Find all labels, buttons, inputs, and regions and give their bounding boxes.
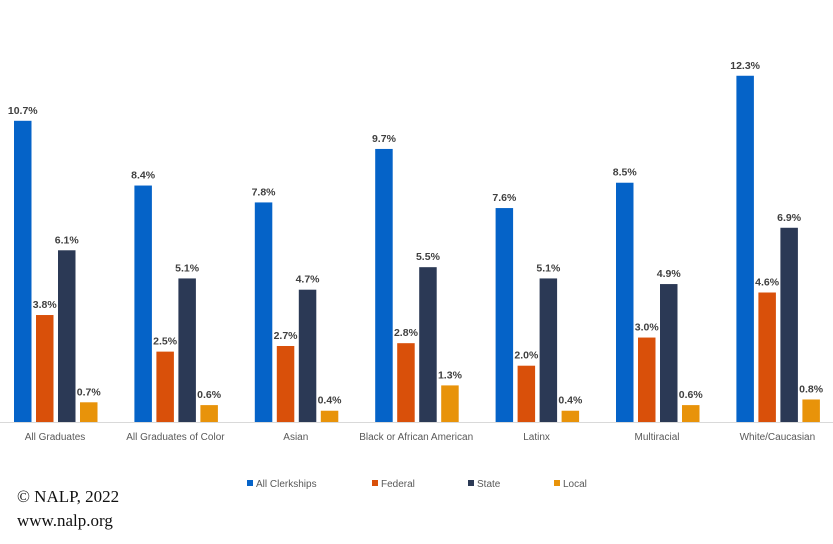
legend-label: Local bbox=[563, 479, 587, 490]
data-label: 2.0% bbox=[514, 350, 539, 362]
bar-federal bbox=[36, 315, 54, 422]
bar-state bbox=[58, 250, 76, 422]
data-label: 1.3% bbox=[438, 369, 463, 381]
data-label: 3.8% bbox=[33, 299, 58, 311]
bar-local bbox=[441, 385, 459, 422]
data-label: 6.1% bbox=[55, 234, 80, 246]
data-label: 5.1% bbox=[536, 262, 561, 274]
data-label: 8.4% bbox=[131, 170, 156, 182]
bar-federal bbox=[397, 343, 415, 422]
bar-state bbox=[660, 284, 678, 422]
bar-all-clerkships bbox=[14, 120, 32, 423]
bar-federal bbox=[156, 351, 174, 422]
data-label: 0.6% bbox=[679, 389, 704, 401]
bar-federal bbox=[758, 292, 776, 422]
data-label: 2.8% bbox=[394, 327, 419, 339]
bar-state bbox=[419, 267, 437, 422]
bar-federal bbox=[276, 345, 295, 422]
data-label: 7.8% bbox=[252, 186, 277, 198]
legend-swatch bbox=[372, 480, 378, 486]
legend-swatch bbox=[554, 480, 560, 486]
category-label: Latinx bbox=[523, 432, 550, 443]
data-label: 2.7% bbox=[274, 330, 299, 342]
data-label: 4.9% bbox=[657, 268, 682, 280]
bar-local bbox=[682, 405, 700, 422]
category-label: All Graduates of Color bbox=[126, 432, 225, 443]
data-label: 0.8% bbox=[799, 383, 824, 395]
legend-label: State bbox=[477, 479, 501, 490]
data-label: 3.0% bbox=[635, 322, 660, 334]
bar-all-clerkships bbox=[134, 185, 152, 422]
data-label: 5.5% bbox=[416, 251, 441, 263]
bar-local bbox=[802, 399, 820, 422]
bar-local bbox=[200, 405, 218, 422]
data-label: 4.6% bbox=[755, 277, 780, 289]
data-label: 8.5% bbox=[613, 167, 638, 179]
bar-all-clerkships bbox=[254, 202, 273, 422]
bar-federal bbox=[517, 365, 536, 422]
bar-state bbox=[178, 278, 196, 422]
copyright-text: © NALP, 2022 bbox=[17, 487, 120, 506]
data-label: 0.6% bbox=[197, 389, 222, 401]
bar-state bbox=[298, 289, 317, 422]
bar-all-clerkships bbox=[616, 182, 634, 422]
bar-state bbox=[539, 278, 558, 422]
category-label: Asian bbox=[283, 432, 308, 443]
bar-state bbox=[780, 227, 798, 422]
data-label: 5.1% bbox=[175, 262, 200, 274]
legend-swatch bbox=[247, 480, 253, 486]
data-label: 4.7% bbox=[296, 274, 321, 286]
bar-all-clerkships bbox=[736, 75, 754, 422]
bar-federal bbox=[638, 337, 656, 422]
legend-label: All Clerkships bbox=[256, 479, 317, 490]
legend-label: Federal bbox=[381, 479, 415, 490]
data-label: 7.6% bbox=[492, 192, 517, 204]
bar-local bbox=[561, 410, 580, 422]
category-label: Black or African American bbox=[359, 432, 473, 443]
data-label: 2.5% bbox=[153, 336, 178, 348]
category-label: White/Caucasian bbox=[740, 432, 816, 443]
data-label: 0.4% bbox=[558, 395, 583, 407]
bar-local bbox=[320, 410, 339, 422]
data-label: 6.9% bbox=[777, 212, 802, 224]
bar-all-clerkships bbox=[495, 208, 514, 422]
data-label: 0.4% bbox=[318, 395, 343, 407]
bar-all-clerkships bbox=[375, 148, 393, 422]
data-label: 10.7% bbox=[8, 105, 38, 117]
category-label: All Graduates bbox=[25, 432, 86, 443]
data-label: 12.3% bbox=[730, 60, 760, 72]
legend-swatch bbox=[468, 480, 474, 486]
category-label: Multiracial bbox=[634, 432, 679, 443]
website-text: www.nalp.org bbox=[17, 511, 113, 530]
bar-local bbox=[80, 402, 98, 422]
data-label: 0.7% bbox=[77, 386, 102, 398]
data-label: 9.7% bbox=[372, 133, 397, 145]
